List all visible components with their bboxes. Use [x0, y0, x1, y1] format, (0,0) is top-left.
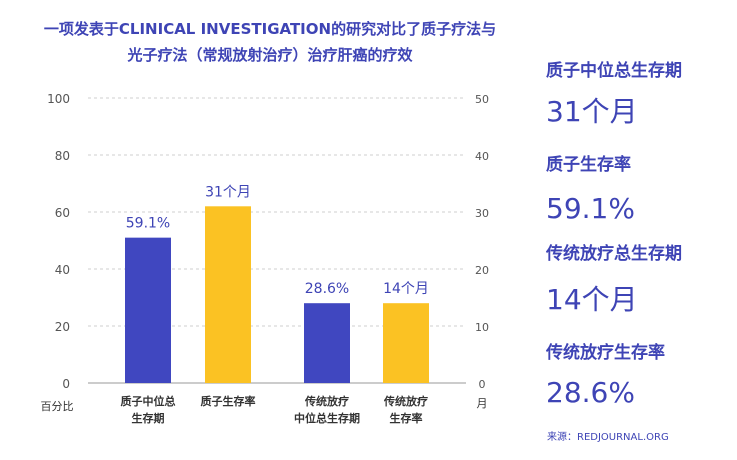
left-axis-tick-label: 60: [55, 206, 70, 220]
category-label: 传统放疗: [383, 394, 428, 408]
stat-label-proton-os: 质子中位总生存期: [546, 61, 682, 81]
stat-label-photon-os: 传统放疗总生存期: [546, 244, 682, 264]
left-axis-tick-label: 80: [55, 149, 70, 163]
right-axis-tick-label: 50: [475, 93, 489, 106]
left-axis-title: 百分比: [41, 400, 74, 413]
bar-data-label: 14个月: [383, 281, 429, 297]
bar-data-label: 31个月: [205, 184, 251, 200]
category-label: 生存期: [132, 411, 165, 425]
bar: [383, 303, 429, 383]
stat-value-proton-survival: 59.1%: [546, 192, 635, 225]
bar: [304, 303, 350, 383]
left-axis-tick-label: 0: [62, 377, 70, 391]
right-axis-tick-label: 30: [475, 207, 489, 220]
bar: [205, 206, 251, 383]
stat-value-photon-os: 14个月: [546, 283, 638, 316]
source-credit: 来源：REDJOURNAL.ORG: [547, 432, 669, 443]
category-label: 生存率: [390, 411, 423, 425]
right-axis-tick-label: 20: [475, 264, 489, 277]
stat-value-proton-os: 31个月: [546, 95, 638, 128]
left-axis-tick-label: 20: [55, 320, 70, 334]
bar: [125, 237, 171, 383]
right-axis-tick-label: 0: [479, 378, 486, 391]
chart-title-line-2: 光子疗法（常规放射治疗）治疗肝癌的疗效: [127, 46, 413, 64]
stat-value-photon-survival: 28.6%: [546, 376, 635, 409]
bar-data-label: 59.1%: [126, 216, 170, 232]
chart-title-line-1: 一项发表于CLINICAL INVESTIGATION的研究对比了质子疗法与: [43, 20, 497, 38]
bar-chart: 0 0 20 10 40 20 60 30 80 40 100 50 百分比 月 59.1% 质子中位总生存期…: [41, 92, 490, 425]
stat-label-proton-survival: 质子生存率: [546, 155, 631, 175]
category-label: 传统放疗: [304, 394, 349, 408]
right-axis-title: 月: [477, 397, 488, 410]
category-label: 质子生存率: [201, 394, 256, 408]
left-axis-tick-label: 100: [47, 92, 70, 106]
category-label: 中位总生存期: [294, 411, 360, 425]
right-axis-tick-label: 10: [475, 321, 489, 334]
stat-label-photon-survival: 传统放疗生存率: [546, 343, 665, 363]
left-axis-tick-label: 40: [55, 263, 70, 277]
right-axis-tick-label: 40: [475, 150, 489, 163]
bar-data-label: 28.6%: [305, 281, 349, 297]
category-label: 质子中位总: [121, 394, 176, 408]
